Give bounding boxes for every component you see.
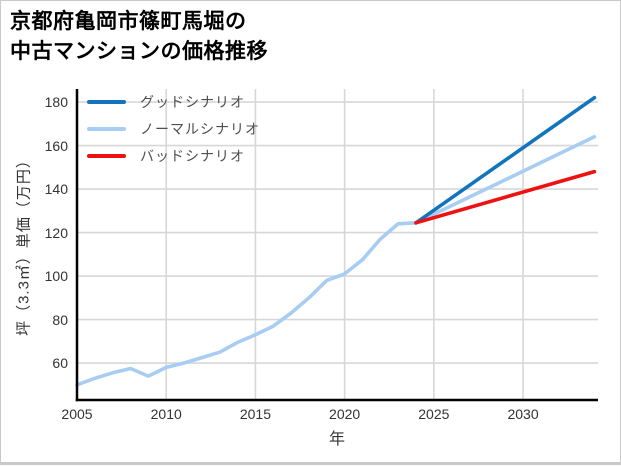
grid-lines bbox=[77, 89, 598, 400]
x-tick-2015: 2015 bbox=[239, 406, 271, 422]
legend-item-1: ノーマルシナリオ bbox=[87, 120, 260, 138]
x-tick-2020: 2020 bbox=[329, 406, 361, 422]
legend-item-0: グッドシナリオ bbox=[87, 93, 260, 111]
series-line-0 bbox=[75, 135, 597, 387]
y-tick-180: 180 bbox=[44, 94, 68, 111]
legend-label: グッドシナリオ bbox=[140, 94, 245, 110]
legend-line-swatch bbox=[87, 100, 126, 104]
y-tick-60: 60 bbox=[52, 355, 68, 372]
y-tick-100: 100 bbox=[44, 268, 68, 285]
x-tick-2005: 2005 bbox=[61, 406, 93, 422]
chart-title: 京都府亀岡市篠町馬堀の 中古マンションの価格推移 bbox=[10, 7, 268, 67]
chart-title-line2: 中古マンションの価格推移 bbox=[10, 40, 268, 63]
y-tick-80: 80 bbox=[52, 311, 68, 328]
chart-title-line1: 京都府亀岡市篠町馬堀の bbox=[10, 10, 247, 33]
series-line-1 bbox=[414, 95, 597, 225]
chart-legend: グッドシナリオ ノーマルシナリオ バッドシナリオ bbox=[87, 93, 260, 165]
legend-item-2: バッドシナリオ bbox=[87, 147, 260, 165]
legend-label: バッドシナリオ bbox=[140, 148, 245, 164]
y-tick-140: 140 bbox=[44, 181, 68, 198]
x-tick-2010: 2010 bbox=[150, 406, 182, 422]
series-lines bbox=[75, 95, 597, 387]
x-tick-2030: 2030 bbox=[507, 406, 539, 422]
axis-spines bbox=[75, 89, 598, 402]
y-tick-160: 160 bbox=[44, 137, 68, 154]
legend-line-swatch bbox=[87, 154, 126, 158]
y-axis-label: 坪（3.3㎡）単価（万円） bbox=[15, 152, 33, 336]
series-line-2 bbox=[414, 169, 597, 225]
legend-label: ノーマルシナリオ bbox=[140, 121, 260, 137]
x-axis-label: 年 bbox=[328, 431, 346, 448]
x-tick-2025: 2025 bbox=[418, 406, 450, 422]
legend-line-swatch bbox=[87, 127, 126, 131]
y-tick-120: 120 bbox=[44, 224, 68, 241]
